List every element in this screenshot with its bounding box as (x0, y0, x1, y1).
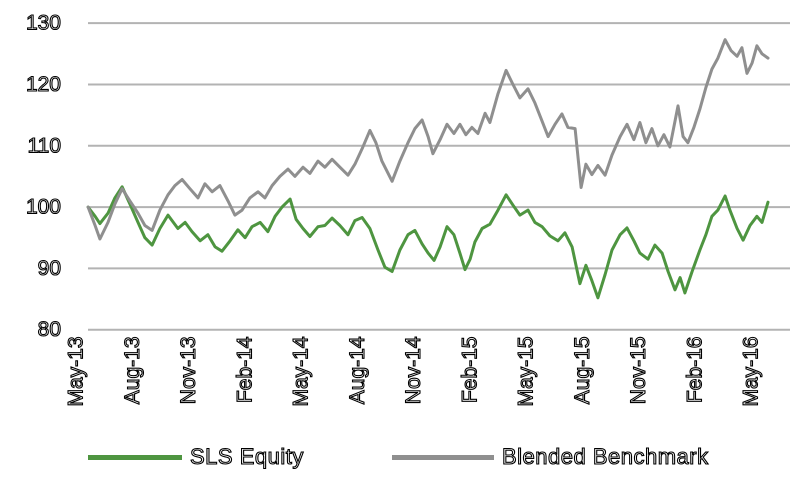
x-axis-tick-label: Feb-15 (458, 337, 481, 404)
x-axis-tick-label: Feb-16 (683, 337, 706, 404)
x-axis-tick-label: May-16 (740, 337, 763, 407)
y-axis-tick-label: 100 (26, 196, 61, 219)
x-axis-tick-label: May-15 (515, 337, 538, 407)
x-axis-tick-label: Nov-15 (627, 337, 650, 405)
y-axis-tick-label: 90 (38, 257, 61, 280)
x-axis-tick-label: Aug-15 (571, 337, 594, 405)
y-axis-tick-label: 120 (26, 73, 61, 96)
fund-legend-label: SLS Equity (189, 443, 304, 469)
x-axis-tick-label: Nov-14 (402, 336, 425, 404)
x-axis-tick-label: Aug-13 (121, 337, 144, 405)
x-axis-tick-label: Feb-14 (233, 336, 256, 403)
benchmark-legend-label: Blended Benchmark (501, 443, 709, 469)
benchmark-series-line (86, 38, 770, 241)
fund-line-swatch (88, 455, 182, 460)
benchmark-line-swatch (392, 455, 494, 460)
x-axis-tick-label: Aug-14 (346, 336, 369, 404)
fund-series-line (86, 185, 770, 300)
y-axis-tick-label: 130 (26, 12, 61, 35)
y-axis-tick-label: 110 (28, 134, 61, 157)
x-axis-tick-label: Nov-13 (177, 337, 200, 405)
x-axis-tick-label: May-14 (290, 336, 313, 406)
chart-legend: SLS Equity Blended Benchmark (0, 443, 800, 477)
y-axis-tick-label: 80 (38, 318, 61, 341)
x-axis-tick-label: May-13 (65, 337, 88, 407)
